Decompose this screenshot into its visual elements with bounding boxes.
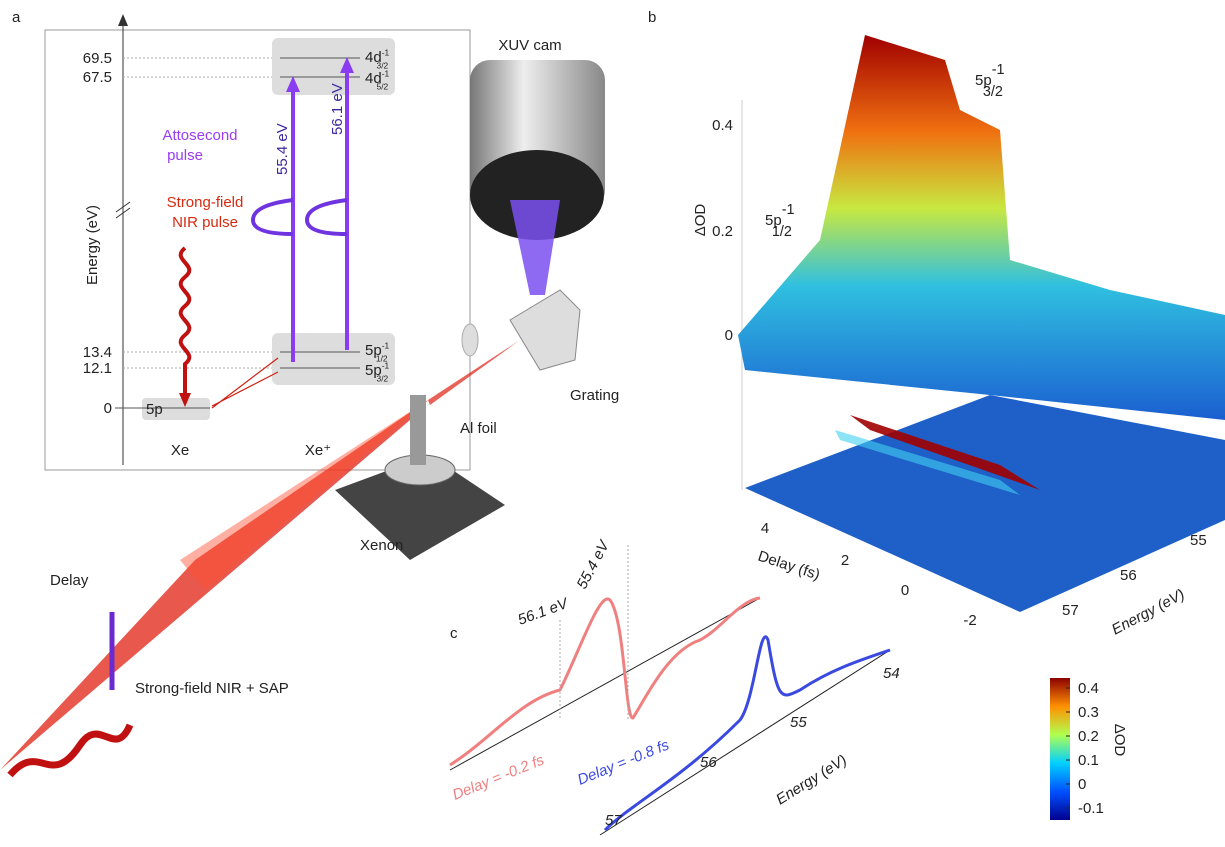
energy-tick: 55 (1190, 532, 1207, 549)
species-label: Xe (171, 442, 189, 459)
trace (605, 637, 890, 830)
state-sub: 3/2 (377, 373, 389, 383)
z-tick: 0.2 (712, 223, 733, 240)
species-label: Xe⁺ (305, 442, 331, 459)
energy-tick: 57 (605, 812, 622, 829)
delay-tick: -2 (963, 612, 976, 629)
al-foil (462, 324, 478, 356)
colorbar: 0.4 0.3 0.2 0.1 0 -0.1 ΔOD (1050, 678, 1128, 820)
z-axis-label: ΔOD (692, 204, 709, 237)
colorbar-label: ΔOD (1111, 724, 1128, 757)
colorbar-tick-label: 0.4 (1078, 680, 1099, 697)
level-value: 12.1 (83, 360, 112, 377)
energy-tick: 56 (1120, 567, 1137, 584)
state-label: 5p (146, 401, 163, 418)
level-value: 67.5 (83, 69, 112, 86)
state-sup: -1 (382, 48, 390, 58)
state-sub: 5/2 (377, 81, 389, 91)
marker-label: 55.4 eV (574, 536, 614, 591)
panel-label: b (648, 9, 656, 26)
panel-label: a (12, 9, 21, 26)
delay-tick: 2 (841, 552, 849, 569)
axis-arrow (118, 14, 128, 26)
trace-label: Delay = -0.2 fs (450, 751, 547, 803)
setup-label: Grating (570, 387, 619, 404)
panel-a: a Energy (eV) 69.5 67.5 13.4 12.1 0 4d-1… (12, 9, 470, 470)
trace (450, 598, 760, 765)
pulse-label: NIR pulse (172, 214, 238, 231)
colorbar-tick-label: -0.1 (1078, 800, 1104, 817)
state-sup: -1 (382, 341, 390, 351)
state-sub: 3/2 (983, 84, 1003, 100)
colorbar-tick-label: 0 (1078, 776, 1086, 793)
marker-label: 56.1 eV (516, 594, 572, 628)
pulse-label: pulse (167, 147, 203, 164)
level-value: 69.5 (83, 50, 112, 67)
energy-tick: 54 (883, 665, 900, 682)
surface (738, 35, 1225, 420)
z-tick: 0.4 (712, 117, 733, 134)
pulse-train (10, 725, 130, 775)
axis-label: Energy (eV) (84, 205, 101, 285)
setup-label: Xenon (360, 537, 403, 554)
delay-tick: 0 (901, 582, 909, 599)
level-value: 13.4 (83, 344, 112, 361)
colorbar-tick-label: 0.2 (1078, 728, 1099, 745)
energy-tick: 56 (700, 754, 717, 771)
panel-c: c 56.1 eV 55.4 eV Delay = -0.2 fs Delay … (450, 536, 900, 835)
axis-label: Energy (eV) (773, 752, 850, 809)
setup-label: XUV cam (498, 37, 561, 54)
axis-label: Delay (fs) (756, 548, 822, 584)
setup-label: Al foil (460, 420, 497, 437)
pulse-label: Attosecond (162, 127, 237, 144)
energy-tick: 57 (1062, 602, 1079, 619)
pulse-label: Strong-field (167, 194, 244, 211)
state-sup: -1 (782, 202, 795, 218)
baseline (600, 650, 890, 835)
setup-label: Delay (50, 572, 89, 589)
transition-label: 56.1 eV (329, 83, 346, 135)
state-sub: 1/2 (772, 224, 792, 240)
figure: a Energy (eV) 69.5 67.5 13.4 12.1 0 4d-1… (0, 0, 1225, 847)
colorbar-tick-label: 0.1 (1078, 752, 1099, 769)
colorbar-scale (1050, 678, 1070, 820)
panel-label: c (450, 625, 458, 642)
state-label: 5p-13/2 (975, 62, 1004, 100)
transition-label: 55.4 eV (274, 123, 291, 175)
state-sup: -1 (382, 361, 390, 371)
state-sup: -1 (992, 62, 1005, 78)
axis-label: Energy (eV) (1109, 586, 1188, 639)
state-sup: -1 (382, 69, 390, 79)
xuv-fan (510, 200, 560, 295)
setup-label: Strong-field NIR + SAP (135, 680, 289, 697)
trace-label: Delay = -0.8 fs (575, 736, 672, 788)
level-value: 0 (104, 400, 112, 417)
nozzle-tube (410, 395, 426, 465)
colorbar-tick-label: 0.3 (1078, 704, 1099, 721)
z-tick: 0 (725, 327, 733, 344)
grating (510, 290, 580, 370)
energy-tick: 55 (790, 714, 807, 731)
delay-tick: 4 (761, 520, 769, 537)
